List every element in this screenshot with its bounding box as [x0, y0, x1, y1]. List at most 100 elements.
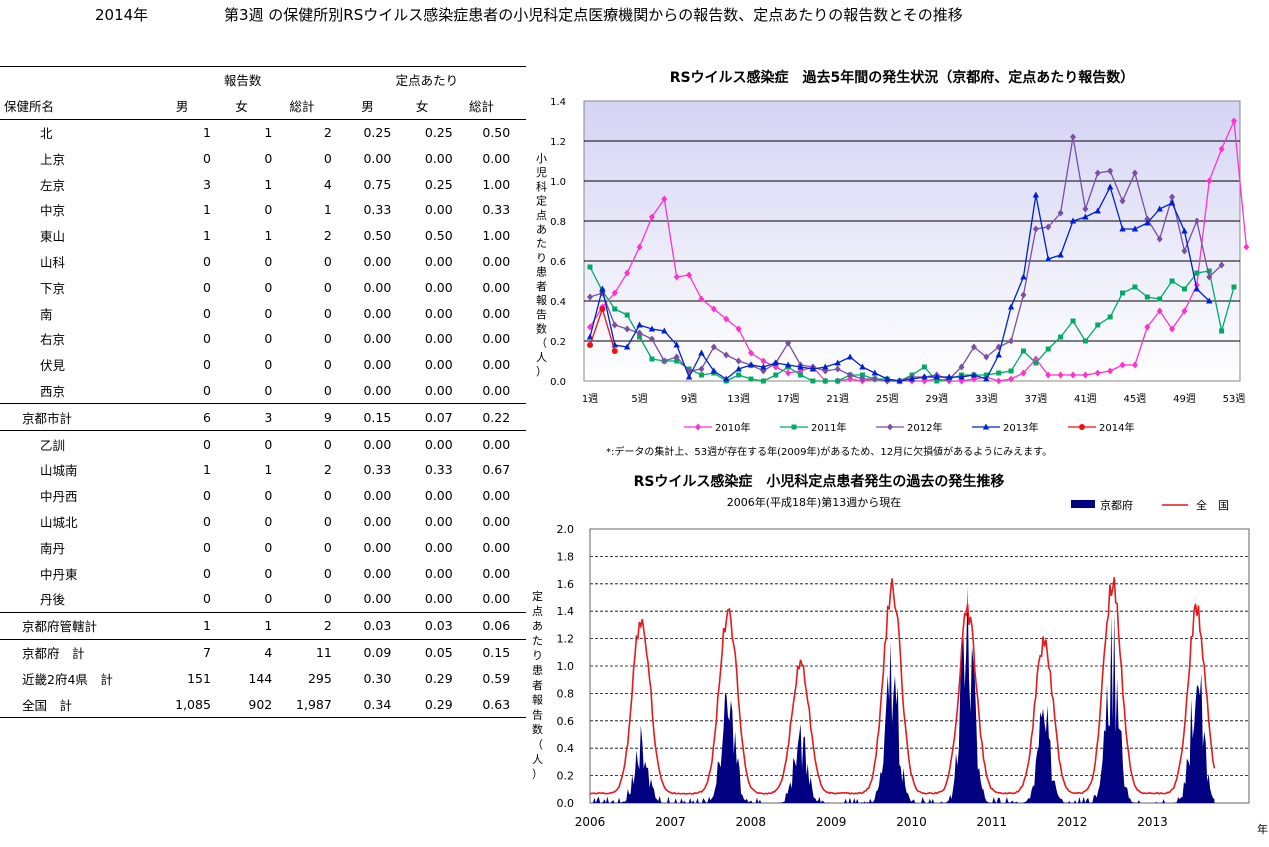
group-header-reports: 報告数: [153, 65, 332, 93]
row-rate-0: 0.00: [363, 591, 392, 607]
row-name: 山城北: [40, 514, 78, 530]
chart1-point: [1144, 219, 1151, 226]
chart2-xtick: 2013: [1137, 815, 1168, 829]
table-row: 近畿2府4県 計 151 144 295 0.30 0.29 0.59: [0, 665, 526, 691]
chart1-point: [1169, 278, 1175, 284]
row-rate-2: 0.67: [482, 462, 511, 478]
chart1-point: [1095, 322, 1101, 328]
chart1-point: [798, 372, 804, 378]
row-count-2: 0: [323, 331, 332, 347]
chart1-xtick: 9週: [681, 393, 697, 405]
row-rate-2: 0.22: [452, 403, 511, 432]
row-rate-2: 0.00: [482, 253, 511, 269]
chart2-ytick: 0.2: [557, 770, 575, 783]
row-rate-1: 0.00: [424, 253, 453, 269]
chart1-xtick: 29週: [925, 393, 948, 405]
chart1-point: [1168, 199, 1176, 206]
table-row: 山城北 0 0 0 0.00 0.00 0.00: [0, 509, 526, 535]
chart1-point: [1144, 294, 1150, 300]
row-rate-0: 0.09: [363, 644, 392, 660]
row-rate-0: 0.00: [363, 565, 392, 581]
chart1-point: [599, 306, 606, 312]
row-count-0: 1: [202, 462, 211, 478]
chart1-legend-label: 2014年: [1099, 421, 1134, 434]
chart1-point: [1058, 334, 1064, 340]
chart2-legend-national: 全 国: [1196, 498, 1229, 512]
chart1-point: [624, 312, 630, 318]
chart1-point: [1181, 307, 1188, 315]
chart1-point: [611, 348, 618, 354]
row-rate-1: 0.00: [424, 279, 453, 295]
chart1-point: [1057, 251, 1064, 258]
chart1-point: [1033, 360, 1039, 366]
row-rate-1: 0.00: [424, 202, 453, 218]
row-rate-2: 0.00: [482, 279, 511, 295]
chart1-point: [586, 333, 594, 340]
row-count-2: 0: [323, 436, 332, 452]
chart2-title: RSウイルス感染症 小児科定点患者発生の過去の発生推移: [634, 473, 1005, 490]
chart1-point: [1219, 328, 1225, 334]
chart2-ytick: 2.0: [557, 523, 575, 536]
chart1-point: [834, 359, 841, 366]
col-header-total: 総計: [272, 92, 332, 120]
row-rate-1: 0.00: [424, 357, 453, 373]
row-count-0: 0: [202, 488, 211, 504]
row-count-1: 902: [210, 691, 273, 718]
table-row: 南 0 0 0 0.00 0.00 0.00: [0, 300, 526, 326]
row-rate-2: 0.15: [482, 644, 511, 660]
row-rate-1: 0.00: [424, 488, 453, 504]
chart1-point: [1218, 145, 1225, 153]
row-rate-0: 0.25: [363, 124, 392, 140]
chart1-point: [760, 378, 766, 384]
chart1-point: [1131, 361, 1138, 369]
row-count-2: 0: [323, 253, 332, 269]
table-row: 伏見 0 0 0 0.00 0.00 0.00: [0, 352, 526, 378]
row-rate-0: 0.00: [363, 488, 392, 504]
chart1-point: [934, 378, 940, 384]
chart1-point: [1107, 367, 1114, 375]
row-rate-0: 0.34: [343, 691, 392, 718]
row-count-0: 0: [202, 565, 211, 581]
chart1-legend-label: 2010年: [715, 421, 750, 434]
chart1-point: [1070, 318, 1076, 324]
chart1-point: [933, 373, 940, 380]
chart1-point: [748, 376, 754, 382]
row-rate-2: 0.00: [482, 305, 511, 321]
chart1-point: [871, 369, 879, 376]
chart1-point: [1169, 325, 1176, 333]
row-count-0: 0: [202, 357, 211, 373]
chart1-point: [599, 285, 606, 292]
chart1-point: [1206, 273, 1213, 281]
chart1-point: [859, 372, 865, 378]
row-rate-1: 0.29: [424, 670, 453, 686]
row-rate-2: 0.00: [482, 488, 511, 504]
row-count-2: 2: [272, 611, 332, 640]
chart2-ylabel: 定点あたり患者報告数（人）: [532, 589, 543, 781]
row-rate-0: 0.00: [363, 357, 392, 373]
chart1-point: [648, 335, 655, 343]
chart1-point: [710, 305, 717, 313]
row-rate-1: 0.00: [424, 539, 453, 555]
row-rate-2: 0.00: [482, 591, 511, 607]
chart1-ylabel: 小児科定点あたり患者報告数（人）: [536, 152, 547, 378]
row-count-0: 151: [187, 670, 211, 686]
chart1-point: [1119, 225, 1126, 232]
chart1-xtick: 33週: [975, 393, 998, 405]
row-name: 南: [40, 306, 53, 322]
row-name: 伏見: [40, 358, 66, 374]
row-rate-1: 0.33: [424, 462, 453, 478]
chart1-point: [1094, 169, 1101, 177]
row-count-1: 0: [264, 357, 273, 373]
chart1-ytick: 0.4: [550, 297, 566, 308]
chart1-point: [1156, 235, 1163, 243]
chart1-xtick: 25週: [876, 393, 899, 405]
chart1-point: [1020, 273, 1027, 280]
chart1-ytick: 1.4: [550, 97, 566, 108]
row-count-2: 0: [323, 305, 332, 321]
row-count-0: 0: [202, 513, 211, 529]
row-count-1: 0: [264, 591, 273, 607]
chart1-point: [612, 306, 618, 312]
group-header-per-point: 定点あたり: [343, 65, 511, 93]
row-count-2: 295: [307, 670, 332, 686]
row-count-1: 0: [264, 565, 273, 581]
